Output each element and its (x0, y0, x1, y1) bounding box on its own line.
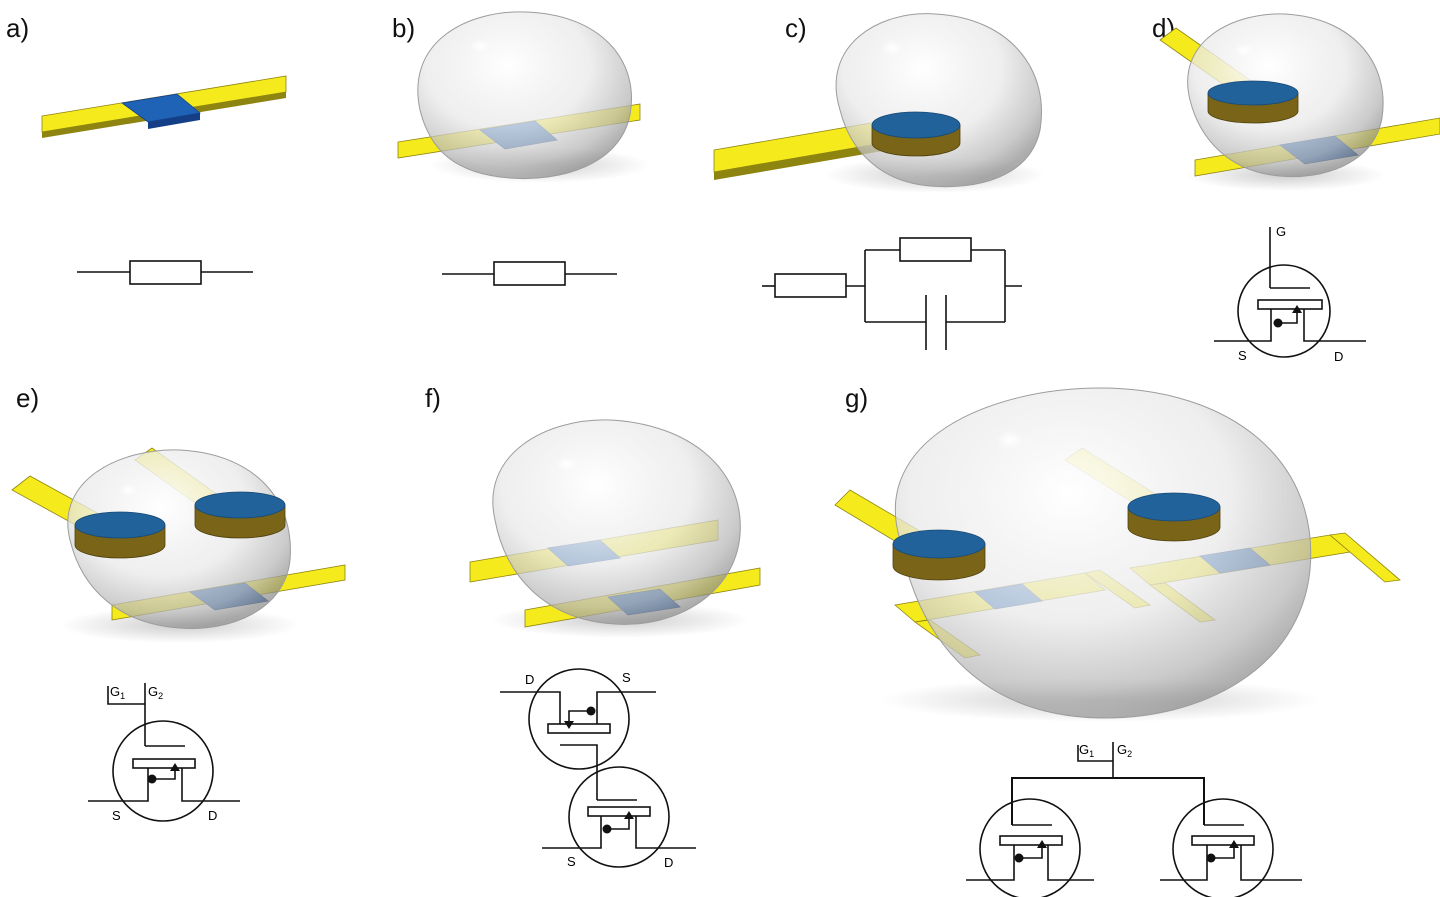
panel-a-device (41, 75, 287, 138)
gate2-electrode-disk (1127, 492, 1221, 542)
drain-top-label: D (525, 672, 534, 687)
panel-g-label: g) (845, 383, 868, 413)
panel-f-label: f) (425, 383, 441, 413)
panel-f-device (469, 419, 761, 638)
water-droplet (492, 419, 741, 625)
gate1-electrode-disk (74, 511, 166, 559)
drain-label: D (1334, 349, 1343, 364)
panel-g: g) (834, 383, 1401, 897)
resistor-symbol (442, 261, 617, 286)
transistor-symbol-e: G1 G2 S D (88, 683, 240, 823)
gate1-label: G1 (1079, 742, 1094, 759)
transistor-symbol-d: G S D (1214, 224, 1366, 364)
transistor-symbol-g-left (966, 798, 1094, 897)
panel-f: f) D S (425, 383, 761, 870)
panel-b-label: b) (392, 13, 415, 43)
gate-electrode-disk (1207, 80, 1299, 124)
panel-a: a) (6, 13, 287, 285)
electrode-strip-side (714, 140, 900, 180)
semiconductor-channel-side (148, 113, 200, 129)
dual-transistor-symbol-g: G1 G2 (966, 742, 1302, 897)
panel-g-device (834, 387, 1401, 722)
gate-label: G (1276, 224, 1286, 239)
source-label: S (112, 808, 121, 823)
water-droplet (835, 13, 1042, 188)
source-label: S (1238, 348, 1247, 363)
panel-d: d) G S D (1152, 13, 1440, 364)
transistor-symbol-g-right (1160, 798, 1302, 897)
resistor-symbol (77, 260, 253, 285)
panel-e: e) (11, 383, 346, 823)
drain-label: D (208, 808, 217, 823)
gate1-label: G1 (110, 684, 125, 701)
gate1-electrode-disk (892, 529, 986, 581)
panel-a-label: a) (6, 13, 29, 43)
rc-equivalent-circuit (762, 237, 1022, 350)
water-droplet (417, 11, 632, 180)
panel-b: b) (392, 11, 650, 286)
panel-c-device (713, 13, 1045, 193)
gate2-label: G2 (1117, 742, 1132, 759)
source-label: S (567, 854, 576, 869)
water-droplet (894, 387, 1312, 719)
panel-b-device (397, 11, 650, 183)
gate2-label: G2 (148, 684, 163, 701)
panel-d-device (1159, 13, 1440, 191)
panel-c: c) (713, 13, 1045, 350)
panel-e-label: e) (16, 383, 39, 413)
gate-electrode-disk (871, 111, 961, 157)
drain-label: D (664, 855, 673, 870)
source-top-label: S (622, 670, 631, 685)
panel-e-device (11, 447, 346, 643)
electrode-leg (1329, 532, 1401, 583)
panel-c-label: c) (785, 13, 807, 43)
transistor-symbol-f-bottom: S D (542, 766, 696, 870)
transistor-symbol-f-top: D S (500, 668, 656, 800)
gate2-electrode-disk (194, 491, 286, 539)
